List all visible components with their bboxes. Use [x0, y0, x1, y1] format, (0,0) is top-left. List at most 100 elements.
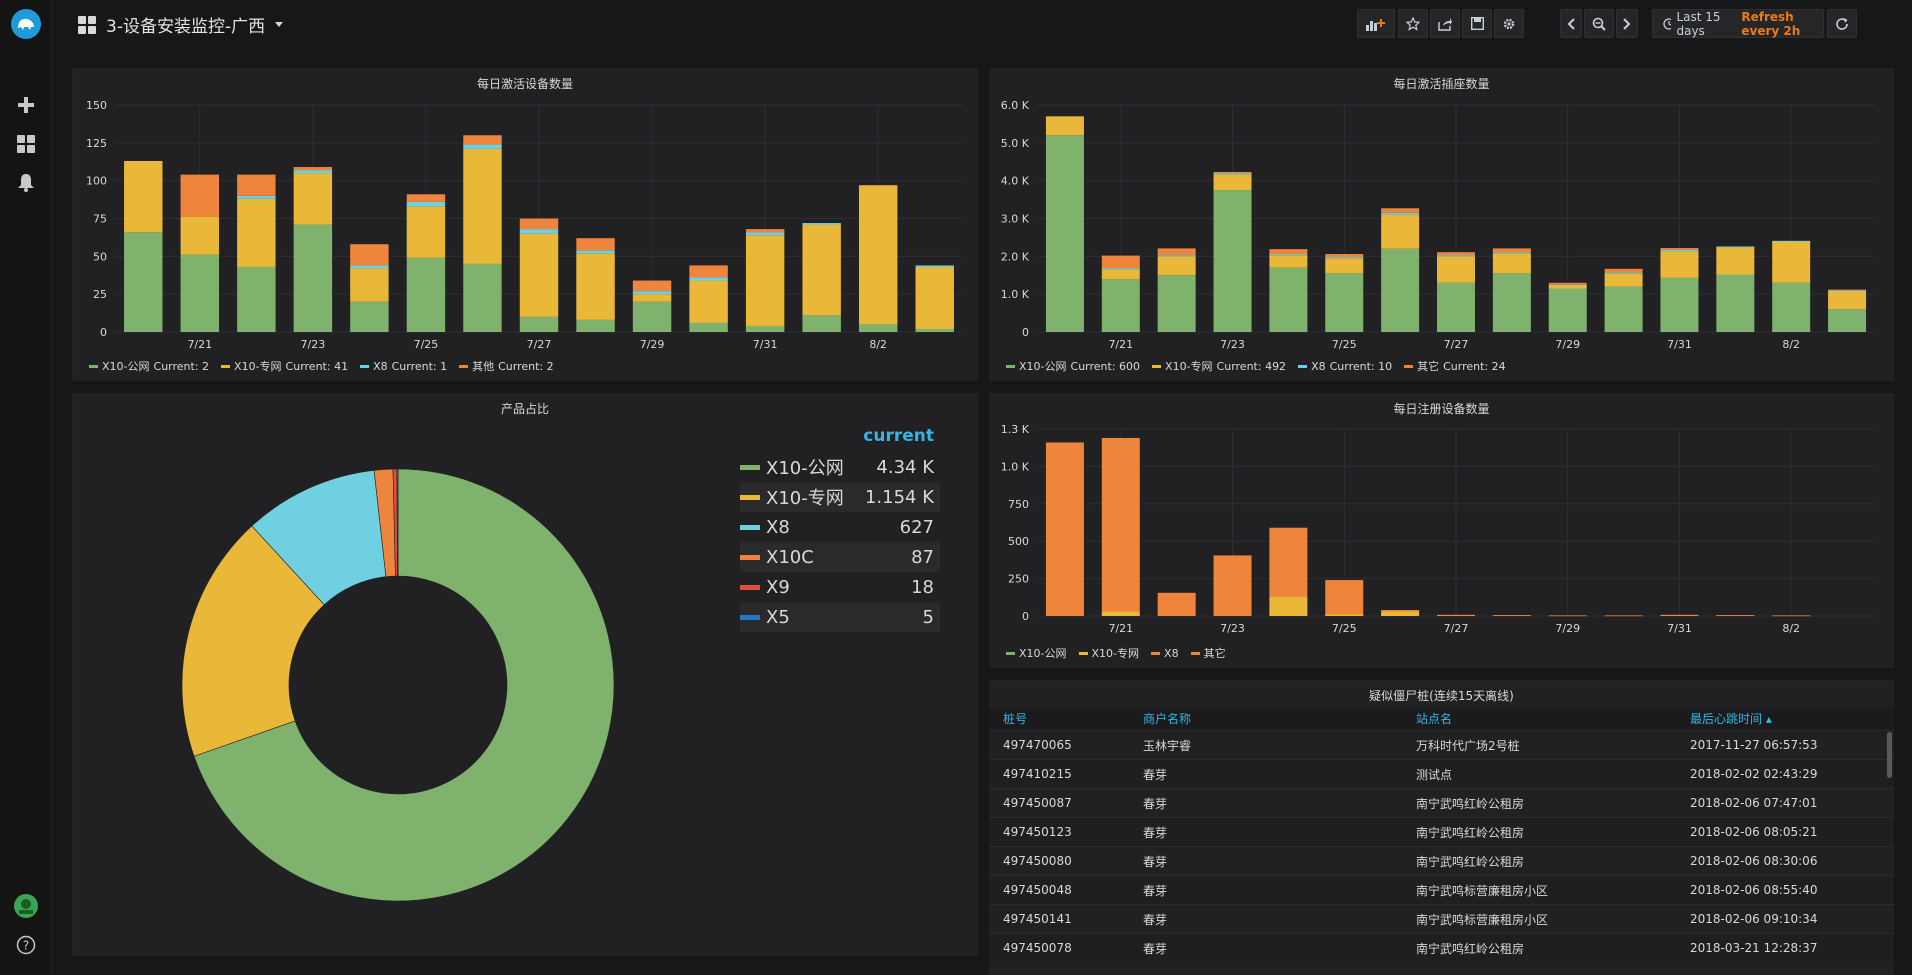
bar-segment[interactable]	[124, 160, 163, 233]
bar-segment[interactable]	[1604, 615, 1643, 617]
bar-segment[interactable]	[293, 167, 333, 171]
bar-segment[interactable]	[745, 325, 785, 332]
legend-item[interactable]: X10-公网	[1006, 645, 1067, 661]
pie-legend-item[interactable]: X10-公网 4.34 K	[740, 452, 940, 482]
pie-legend-item[interactable]: X10-专网 1.154 K	[740, 482, 940, 512]
table-row[interactable]: 497410215 春芽 测试点 2018-02-02 02:43:29	[989, 759, 1894, 788]
bar-segment[interactable]	[1548, 284, 1587, 286]
refresh-button[interactable]	[1827, 9, 1857, 38]
bar-segment[interactable]	[1492, 252, 1531, 254]
bar-segment[interactable]	[1492, 248, 1531, 253]
bar-segment[interactable]	[1660, 248, 1699, 250]
bar-segment[interactable]	[293, 224, 333, 332]
bar-segment[interactable]	[1325, 273, 1364, 332]
time-picker-button[interactable]: Last 15 days Refresh every 2h	[1652, 9, 1824, 38]
bar-segment[interactable]	[1660, 277, 1699, 332]
bar-segment[interactable]	[1437, 255, 1475, 257]
legend-item[interactable]: X8 Current: 10	[1298, 358, 1392, 374]
table-scrollbar[interactable]	[1887, 732, 1892, 778]
pie-legend-item[interactable]: X9 18	[740, 572, 940, 602]
dashboard-picker[interactable]: 3-设备安装监控-广西	[78, 12, 284, 37]
bar-segment[interactable]	[1548, 285, 1587, 289]
dashboards-icon[interactable]	[14, 132, 38, 156]
bell-icon[interactable]	[14, 171, 38, 195]
pie-slice[interactable]	[193, 468, 615, 902]
bar-segment[interactable]	[1828, 290, 1867, 292]
bar-segment[interactable]	[180, 174, 220, 217]
grafana-logo-icon[interactable]	[11, 9, 41, 39]
save-button[interactable]	[1462, 9, 1492, 38]
bar-segment[interactable]	[1492, 615, 1531, 616]
bar-segment[interactable]	[1325, 257, 1364, 259]
bar-segment[interactable]	[802, 223, 841, 225]
bar-segment[interactable]	[1101, 279, 1140, 332]
bar-segment[interactable]	[1716, 274, 1755, 332]
bar-segment[interactable]	[576, 319, 615, 332]
bar-segment[interactable]	[1213, 173, 1252, 175]
table-row[interactable]: 497450078 春芽 南宁武鸣红岭公租房 2018-03-21 12:28:37	[989, 933, 1894, 962]
pie-legend-item[interactable]: X5 5	[740, 602, 940, 632]
bar-segment[interactable]	[1828, 309, 1867, 332]
add-panel-button[interactable]	[1357, 9, 1395, 38]
column-header-last-heartbeat[interactable]: 最后心跳时间 ▴	[1690, 712, 1772, 726]
plus-icon[interactable]	[14, 93, 38, 117]
bar-segment[interactable]	[632, 280, 672, 292]
bar-segment[interactable]	[406, 194, 446, 202]
bar-segment[interactable]	[1492, 273, 1531, 332]
bar-segment[interactable]	[1213, 555, 1252, 616]
bar-segment[interactable]	[1772, 240, 1811, 242]
bar-segment[interactable]	[1437, 256, 1475, 283]
time-forward-button[interactable]	[1616, 9, 1638, 38]
bar-segment[interactable]	[1325, 580, 1364, 615]
bar-segment[interactable]	[1157, 256, 1196, 276]
bar-segment[interactable]	[1828, 289, 1867, 291]
bar-segment[interactable]	[463, 135, 502, 145]
bar-segment[interactable]	[915, 266, 954, 329]
bar-segment[interactable]	[463, 263, 502, 332]
legend-item[interactable]: X10-专网 Current: 492	[1152, 358, 1286, 374]
bar-segment[interactable]	[1716, 246, 1755, 275]
pie-legend-item[interactable]: X10C 87	[740, 542, 940, 572]
table-row[interactable]: 497450123 春芽 南宁武鸣红岭公租房 2018-02-06 08:05:21	[989, 817, 1894, 846]
bar-segment[interactable]	[1101, 255, 1140, 269]
table-row[interactable]: 497450087 春芽 南宁武鸣红岭公租房 2018-02-06 07:47:01	[989, 788, 1894, 817]
bar-segment[interactable]	[802, 315, 841, 332]
bar-segment[interactable]	[406, 257, 446, 332]
bar-segment[interactable]	[1381, 611, 1420, 616]
bar-segment[interactable]	[406, 201, 446, 207]
bar-segment[interactable]	[632, 294, 672, 302]
bar-segment[interactable]	[1660, 249, 1699, 252]
bar-segment[interactable]	[293, 173, 333, 225]
bar-segment[interactable]	[1269, 596, 1308, 616]
bar-segment[interactable]	[519, 233, 559, 317]
table-row[interactable]: 497450048 春芽 南宁武鸣标营廉租房小区 2018-02-06 08:55:4…	[989, 875, 1894, 904]
bar-segment[interactable]	[406, 206, 446, 258]
bar-segment[interactable]	[1437, 614, 1475, 616]
bar-segment[interactable]	[1437, 282, 1475, 332]
bar-segment[interactable]	[350, 268, 389, 302]
bar-segment[interactable]	[1269, 255, 1308, 268]
bar-segment[interactable]	[858, 324, 898, 332]
bar-segment[interactable]	[745, 229, 785, 233]
bar-segment[interactable]	[1213, 174, 1252, 191]
table-row[interactable]: 497450080 春芽 南宁武鸣红岭公租房 2018-02-06 08:30:06	[989, 846, 1894, 875]
bar-segment[interactable]	[858, 185, 898, 325]
table-row[interactable]: 497470065 玉林宇睿 万科时代广场2号桩 2017-11-27 06:57:5…	[989, 730, 1894, 759]
bar-segment[interactable]	[1157, 592, 1196, 616]
bar-segment[interactable]	[689, 265, 728, 278]
bar-segment[interactable]	[463, 148, 502, 264]
bar-segment[interactable]	[1213, 171, 1252, 174]
bar-segment[interactable]	[350, 244, 389, 266]
bar-segment[interactable]	[1325, 614, 1364, 616]
bar-segment[interactable]	[519, 218, 559, 230]
bar-segment[interactable]	[180, 254, 220, 332]
bar-segment[interactable]	[180, 216, 220, 255]
legend-item[interactable]: X8	[1151, 645, 1179, 661]
bar-segment[interactable]	[463, 144, 502, 149]
bar-segment[interactable]	[1045, 116, 1084, 136]
bar-segment[interactable]	[124, 232, 163, 332]
bar-segment[interactable]	[632, 301, 672, 332]
legend-item[interactable]: X10-公网 Current: 2	[89, 358, 209, 374]
pie-legend-item[interactable]: X8 627	[740, 512, 940, 542]
bar-segment[interactable]	[689, 280, 728, 323]
